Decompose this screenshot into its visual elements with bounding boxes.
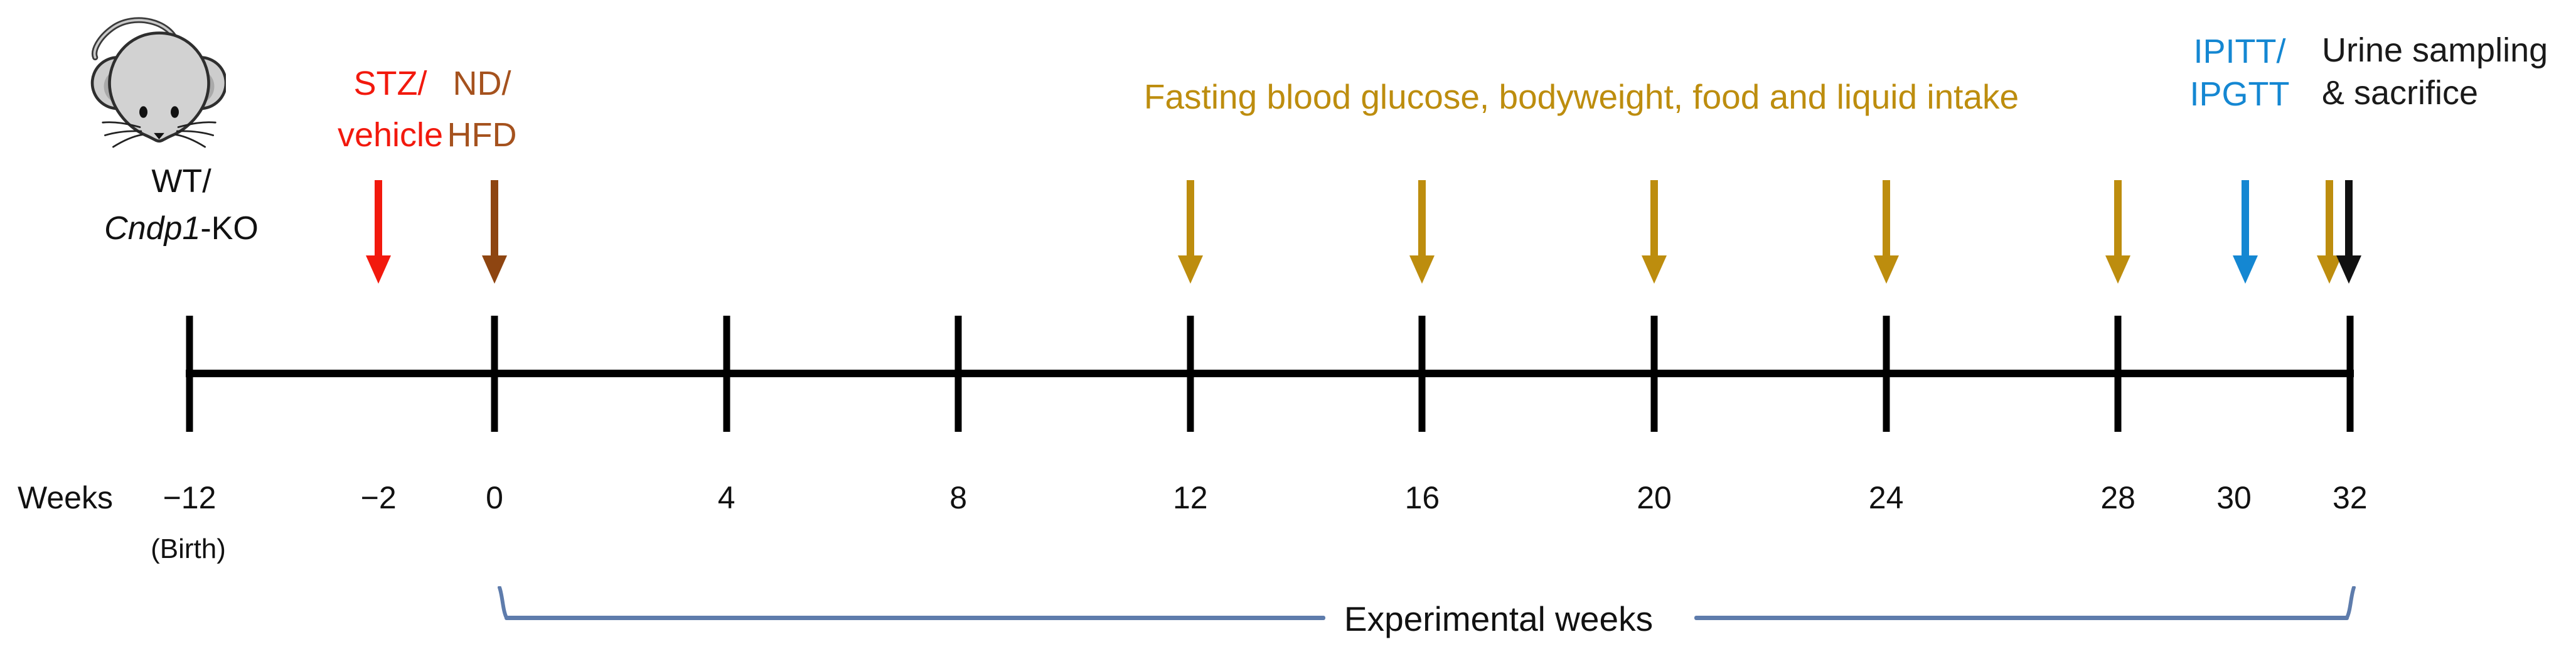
arrow-shaft xyxy=(2326,180,2334,255)
genotype-line-ko: Cndp1-KO xyxy=(104,205,259,252)
weeks-axis-label: Weeks xyxy=(18,480,113,515)
monitoring-label-line1: Fasting blood glucose, bodyweight, food … xyxy=(1143,77,2019,116)
monitoring-arrow-week-24 xyxy=(1873,180,1899,284)
stz-label-line2: vehicle xyxy=(337,116,444,154)
ipitt-label-line1: IPITT/ xyxy=(2193,33,2286,70)
gene-name-italic: Cndp1 xyxy=(104,210,201,247)
nd-label-line1: ND/ xyxy=(452,65,511,102)
monitoring-label: Fasting blood glucose, bodyweight, food … xyxy=(1144,77,2019,117)
stz_vehicle-arrow-week--2 xyxy=(366,180,392,284)
arrow-shaft xyxy=(2344,180,2353,255)
week-number--2: −2 xyxy=(360,480,397,515)
mouse-genotype-label: WT/ Cndp1-KO xyxy=(104,158,259,252)
week-number--12: −12 xyxy=(163,480,216,515)
arrow-shaft xyxy=(2114,180,2122,255)
urine-label-line1: Urine sampling xyxy=(2322,31,2548,69)
experimental-weeks-bracket-right xyxy=(1694,616,2349,620)
arrow-head xyxy=(482,255,507,284)
ipitt-label-line2: IPGTT xyxy=(2189,75,2290,114)
nd-label-line2: HFD xyxy=(447,116,517,154)
week-tick-8 xyxy=(954,316,962,432)
week-number-4: 4 xyxy=(717,480,735,515)
arrow-head xyxy=(2336,255,2361,284)
ipitt-ipgtt-label: IPITT/ IPGTT xyxy=(2190,30,2290,115)
arrow-head xyxy=(1409,255,1435,284)
week-number-24: 24 xyxy=(1868,480,1904,515)
week-tick-16 xyxy=(1418,316,1426,432)
week-tick-4 xyxy=(723,316,730,432)
arrow-shaft xyxy=(2242,180,2250,255)
monitoring-arrow-week-28 xyxy=(2105,180,2131,284)
arrow-head xyxy=(366,255,392,284)
urine_sacrifice-arrow-week-31.98 xyxy=(2336,180,2361,284)
arrow-head xyxy=(1177,255,1203,284)
week-number-16: 16 xyxy=(1404,480,1440,515)
arrow-shaft xyxy=(491,180,498,255)
arrow-head xyxy=(1873,255,1899,284)
week-number-28: 28 xyxy=(2100,480,2135,515)
mouse-icon xyxy=(90,17,226,148)
week-tick-20 xyxy=(1650,316,1658,432)
arrow-head xyxy=(1642,255,1667,284)
week-number-20: 20 xyxy=(1637,480,1672,515)
ipitt_ipgtt-arrow-week-30.2 xyxy=(2233,180,2258,284)
monitoring-arrow-week-12 xyxy=(1177,180,1203,284)
week-number-30: 30 xyxy=(2216,480,2252,515)
urine-label-line2: & sacrifice xyxy=(2322,74,2479,112)
arrow-shaft xyxy=(1882,180,1890,255)
week-tick--12 xyxy=(186,316,193,432)
week-tick-12 xyxy=(1187,316,1194,432)
arrow-shaft xyxy=(375,180,383,255)
monitoring-arrow-week-20 xyxy=(1642,180,1667,284)
experimental-weeks-label: Experimental weeks xyxy=(1344,599,1654,638)
week-number-8: 8 xyxy=(949,480,968,515)
week-number-32: 32 xyxy=(2332,480,2368,515)
nd_hfd-arrow-week-0 xyxy=(482,180,507,284)
urine-sacrifice-label: Urine sampling & sacrifice xyxy=(2322,29,2548,114)
arrow-shaft xyxy=(1650,180,1658,255)
arrow-shaft xyxy=(1186,180,1194,255)
stz-label-line1: STZ/ xyxy=(353,65,427,102)
birth-note: (Birth) xyxy=(151,533,226,564)
monitoring-arrow-week-31.65 xyxy=(2317,180,2343,284)
bracket-right-curl xyxy=(2344,586,2356,619)
arrow-shaft xyxy=(1418,180,1426,255)
gene-suffix: -KO xyxy=(200,210,259,247)
week-tick-32 xyxy=(2346,316,2354,432)
arrow-head xyxy=(2233,255,2258,284)
week-tick-28 xyxy=(2114,316,2122,432)
timeline-axis-line xyxy=(186,370,2354,377)
week-number-12: 12 xyxy=(1172,480,1208,515)
week-number-0: 0 xyxy=(486,480,503,515)
monitoring-arrow-week-16 xyxy=(1409,180,1435,284)
week-tick-0 xyxy=(491,316,498,432)
arrow-head xyxy=(2105,255,2131,284)
experimental-weeks-bracket-left xyxy=(505,616,1325,620)
bracket-left-curl xyxy=(498,586,508,619)
genotype-line-wt: WT/ xyxy=(151,163,211,200)
week-tick-24 xyxy=(1883,316,1890,432)
stz-vehicle-label: STZ/ vehicle xyxy=(338,58,443,161)
nd-hfd-label: ND/ HFD xyxy=(447,58,517,161)
